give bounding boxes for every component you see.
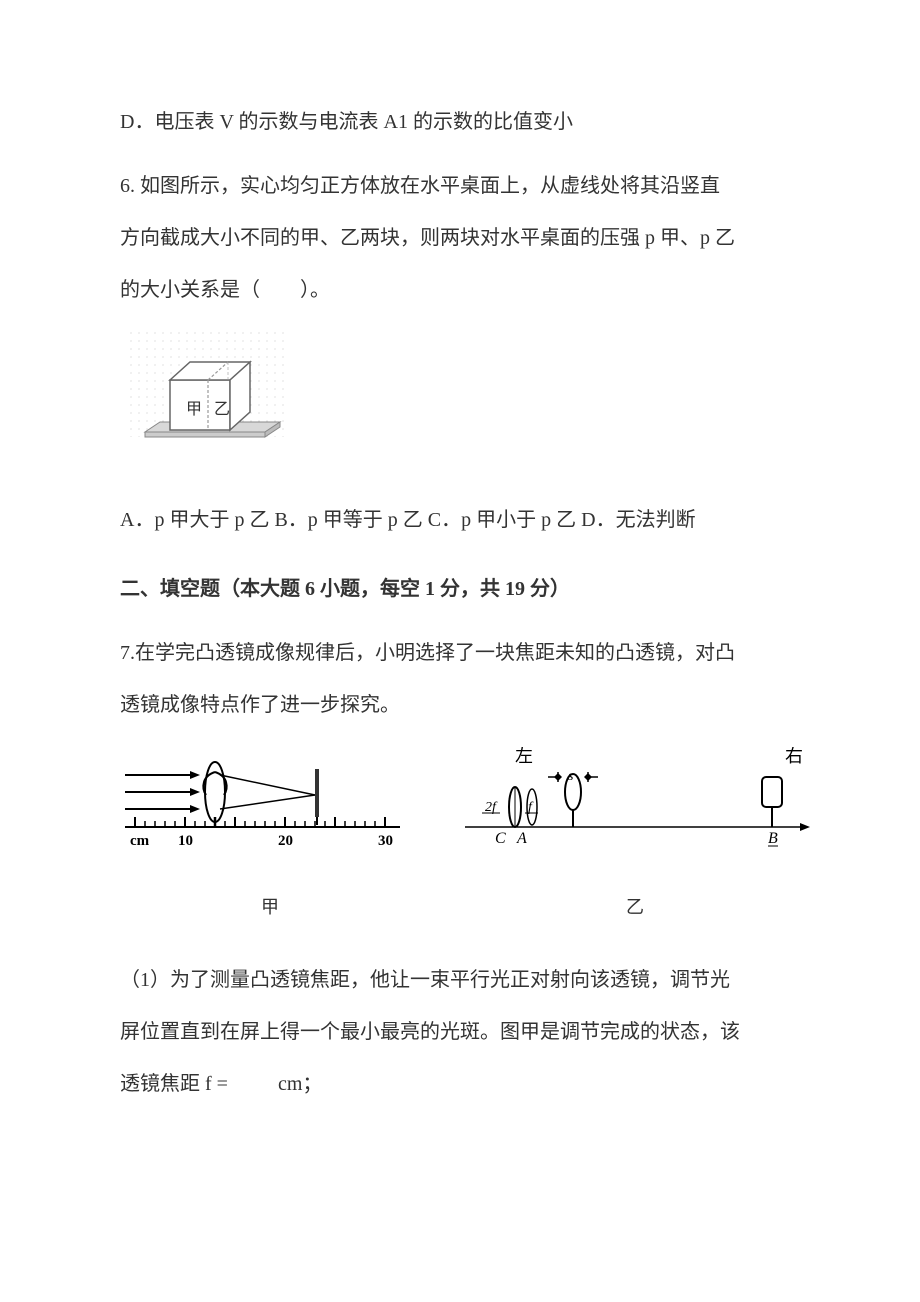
ruler-ticks — [135, 817, 385, 827]
lens-right-svg: 左 右 s 2f f — [460, 747, 810, 867]
q7-figure-left: cm 10 20 30 甲 — [120, 747, 420, 928]
svg-text:20: 20 — [278, 833, 293, 849]
svg-text:B: B — [768, 830, 778, 847]
svg-text:10: 10 — [178, 833, 193, 849]
q7-figure: cm 10 20 30 甲 左 右 s — [120, 747, 800, 928]
section2-header: 二、填空题（本大题 6 小题，每空 1 分，共 19 分） — [120, 567, 800, 611]
cube-svg: 甲 乙 — [130, 332, 285, 457]
svg-text:A: A — [516, 830, 527, 847]
figure-caption-left: 甲 — [120, 888, 420, 928]
svg-text:30: 30 — [378, 833, 393, 849]
prev-option-d: D．电压表 V 的示数与电流表 A1 的示数的比值变小 — [120, 100, 800, 144]
q6-line1: 6. 如图所示，实心均匀正方体放在水平桌面上，从虚线处将其沿竖直 — [120, 164, 800, 208]
q6-line3: 的大小关系是（ ）。 — [120, 268, 800, 312]
figure-caption-right: 乙 — [460, 888, 810, 928]
q7-part1-line1: （1）为了测量凸透镜焦距，他让一束平行光正对射向该透镜，调节光 — [120, 958, 800, 1002]
cube-label-right: 乙 — [214, 401, 230, 418]
cube-label-left: 甲 — [186, 401, 202, 418]
q7-part1-line2: 屏位置直到在屏上得一个最小最亮的光斑。图甲是调节完成的状态，该 — [120, 1010, 800, 1054]
q7-line1: 7.在学完凸透镜成像规律后，小明选择了一块焦距未知的凸透镜，对凸 — [120, 631, 800, 675]
svg-text:cm: cm — [130, 833, 150, 849]
q7-part1-suffix: cm； — [278, 1073, 322, 1095]
q7-part1-prefix: 透镜焦距 f = — [120, 1073, 228, 1095]
svg-text:左: 左 — [515, 747, 533, 766]
q6-figure: 甲 乙 — [130, 332, 800, 473]
q7-line2: 透镜成像特点作了进一步探究。 — [120, 683, 800, 727]
q7-part1-line3: 透镜焦距 f = cm； — [120, 1062, 800, 1106]
q6-line2: 方向截成大小不同的甲、乙两块，则两块对水平桌面的压强 p 甲、p 乙 — [120, 216, 800, 260]
svg-text:右: 右 — [785, 747, 803, 766]
q7-figure-right: 左 右 s 2f f — [460, 747, 810, 928]
svg-text:C: C — [495, 830, 506, 847]
lens-left-svg: cm 10 20 30 — [120, 747, 420, 867]
q6-options: A．p 甲大于 p 乙 B．p 甲等于 p 乙 C．p 甲小于 p 乙 D．无法… — [120, 498, 800, 542]
